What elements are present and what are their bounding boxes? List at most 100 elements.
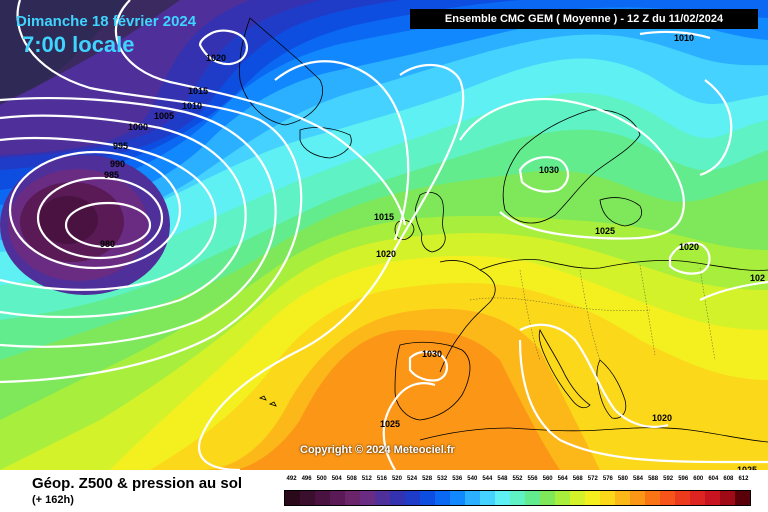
color-scale-swatch bbox=[465, 491, 480, 505]
color-scale-swatch bbox=[420, 491, 435, 505]
color-scale-swatch bbox=[660, 491, 675, 505]
color-scale-label: 576 bbox=[602, 476, 613, 482]
isobar-label: 1020 bbox=[652, 413, 672, 423]
model-run-banner: Ensemble CMC GEM ( Moyenne ) - 12 Z du 1… bbox=[410, 9, 758, 29]
color-scale-swatch bbox=[285, 491, 300, 505]
coastlines bbox=[239, 17, 768, 443]
color-scale-swatch bbox=[300, 491, 315, 505]
isobar-label: 1010 bbox=[182, 101, 202, 111]
isobars bbox=[0, 0, 768, 470]
isobar-label: 1030 bbox=[539, 165, 559, 175]
isobar-1025-southeast bbox=[518, 339, 768, 464]
color-scale-swatch bbox=[675, 491, 690, 505]
z500-band-dark-northwest bbox=[0, 0, 130, 100]
color-scale-label: 528 bbox=[422, 476, 433, 482]
isobar-label: 1030 bbox=[422, 349, 442, 359]
color-scale-label: 580 bbox=[617, 476, 628, 482]
isobar-1025-east-edge bbox=[699, 280, 768, 301]
isobar-label: 980 bbox=[100, 239, 115, 249]
color-scale-label: 612 bbox=[738, 476, 749, 482]
copyright-notice: Copyright © 2024 Meteociel.fr bbox=[300, 444, 455, 456]
color-scale-label: 568 bbox=[572, 476, 583, 482]
isobar-1020-high-north bbox=[198, 29, 248, 66]
color-scale-label: 592 bbox=[663, 476, 674, 482]
isobar-1005 bbox=[0, 96, 277, 348]
color-scale-label: 540 bbox=[467, 476, 478, 482]
color-scale-swatch bbox=[510, 491, 525, 505]
color-scale-label: 544 bbox=[482, 476, 493, 482]
isobar-label: 1000 bbox=[128, 122, 148, 132]
isobar-990 bbox=[8, 150, 182, 270]
color-scale: 492 496 500 504 508 512 516 520 524 528 532 536 540 5… bbox=[284, 476, 751, 508]
color-scale-label: 500 bbox=[316, 476, 327, 482]
isobar-label: 1015 bbox=[188, 86, 208, 96]
color-scale-bar bbox=[284, 490, 751, 506]
color-scale-swatch bbox=[690, 491, 705, 505]
color-scale-label: 548 bbox=[497, 476, 508, 482]
color-scale-swatch bbox=[585, 491, 600, 505]
isobar-label: 1020 bbox=[376, 249, 396, 259]
color-scale-label: 524 bbox=[407, 476, 418, 482]
isobar-label: 102 bbox=[750, 273, 765, 283]
color-scale-swatch bbox=[480, 491, 495, 505]
color-scale-label: 512 bbox=[361, 476, 372, 482]
color-scale-label: 604 bbox=[708, 476, 719, 482]
isobar-label: 1025 bbox=[595, 226, 615, 236]
color-scale-swatch bbox=[705, 491, 720, 505]
color-scale-swatch bbox=[450, 491, 465, 505]
isobar-1030-iberia bbox=[408, 350, 448, 382]
color-scale-swatch bbox=[600, 491, 615, 505]
isobar-1010 bbox=[0, 0, 303, 384]
color-scale-label: 552 bbox=[512, 476, 523, 482]
color-scale-label: 504 bbox=[331, 476, 342, 482]
color-scale-swatch bbox=[525, 491, 540, 505]
color-scale-label: 560 bbox=[542, 476, 553, 482]
color-scale-swatch bbox=[570, 491, 585, 505]
isobar-label: 985 bbox=[104, 170, 119, 180]
isobar-1020-central bbox=[197, 63, 465, 470]
parameter-title: Géop. Z500 & pression au sol bbox=[32, 475, 243, 492]
forecast-date: Dimanche 18 février 2024 bbox=[16, 13, 197, 30]
isobar-1025-scandinavia bbox=[459, 98, 685, 240]
isobar-label: 995 bbox=[113, 141, 128, 151]
color-scale-swatch bbox=[615, 491, 630, 505]
color-scale-label: 564 bbox=[557, 476, 568, 482]
isobar-985 bbox=[36, 176, 164, 260]
isobar-1025-south bbox=[382, 382, 436, 470]
color-scale-label: 596 bbox=[678, 476, 689, 482]
isobar-1015 bbox=[114, 0, 407, 226]
isobar-1000 bbox=[0, 114, 247, 319]
color-scale-label: 532 bbox=[437, 476, 448, 482]
isobar-1010-northeast bbox=[639, 30, 711, 40]
color-scale-swatch bbox=[435, 491, 450, 505]
isobar-label: 1020 bbox=[679, 242, 699, 252]
color-scale-swatch bbox=[735, 491, 750, 505]
color-scale-label: 496 bbox=[301, 476, 312, 482]
color-scale-label: 600 bbox=[693, 476, 704, 482]
color-scale-swatch bbox=[645, 491, 660, 505]
color-scale-label: 556 bbox=[527, 476, 538, 482]
forecast-time: 7:00 locale bbox=[22, 32, 135, 57]
color-scale-swatch bbox=[555, 491, 570, 505]
color-scale-label: 588 bbox=[648, 476, 659, 482]
isobar-995 bbox=[0, 136, 217, 291]
isobar-label: 1005 bbox=[154, 111, 174, 121]
color-scale-label: 584 bbox=[633, 476, 644, 482]
color-scale-swatch bbox=[360, 491, 375, 505]
color-scale-swatch bbox=[495, 491, 510, 505]
color-scale-swatch bbox=[390, 491, 405, 505]
color-scale-swatch bbox=[720, 491, 735, 505]
color-scale-label: 536 bbox=[452, 476, 463, 482]
isobar-1030-scandinavia bbox=[518, 156, 570, 193]
color-scale-swatch bbox=[630, 491, 645, 505]
color-scale-label: 608 bbox=[723, 476, 734, 482]
color-scale-label: 516 bbox=[376, 476, 387, 482]
isobar-label: 1025 bbox=[737, 465, 757, 470]
forecast-hour: (+ 162h) bbox=[32, 494, 74, 506]
isobar-label: 1010 bbox=[674, 33, 694, 43]
color-scale-swatch bbox=[345, 491, 360, 505]
color-scale-label: 492 bbox=[286, 476, 297, 482]
isobar-label: 1015 bbox=[374, 212, 394, 222]
color-scale-labels: 492 496 500 504 508 512 516 520 524 528 532 536 540 5… bbox=[284, 476, 751, 488]
isobar-label: 990 bbox=[110, 159, 125, 169]
